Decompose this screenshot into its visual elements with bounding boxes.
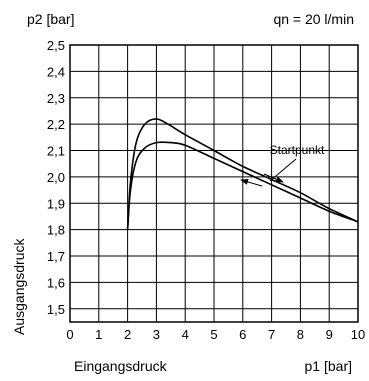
y-tick-label: 1,7	[47, 249, 65, 264]
x-tick-label: 5	[210, 327, 217, 342]
y-tick-label: 2,5	[47, 38, 65, 53]
y-tick-label: 1,6	[47, 275, 65, 290]
startpunkt-label: Startpunkt	[270, 143, 325, 157]
y-tick-label: 1,9	[47, 196, 65, 211]
series-line-2	[126, 141, 359, 230]
y-tick-label: 2,0	[47, 170, 65, 185]
corner-label-right: qn = 20 l/min	[273, 11, 354, 27]
y-tick-label: 1,5	[47, 302, 65, 317]
y-tick-labels: 1,5 1,6 1,7 1,8 1,9 2,0 2,1 2,2 2,3 2,4 2,5	[47, 38, 65, 317]
x-tick-label: 8	[297, 327, 304, 342]
x-axis-label: Eingangsdruck	[74, 358, 168, 374]
y-tick-label: 2,1	[47, 144, 65, 159]
y-axis-label: Ausgangsdruck	[11, 237, 27, 335]
x-tick-label: 6	[239, 327, 246, 342]
series-line-1	[126, 118, 359, 230]
y-tick-label: 2,4	[47, 64, 65, 79]
x-tick-label: 7	[268, 327, 275, 342]
y-tick-label: 2,2	[47, 117, 65, 132]
y-tick-label: 1,8	[47, 223, 65, 238]
grid	[70, 44, 358, 322]
startpunkt-leader-line	[269, 158, 297, 182]
x-tick-label: 2	[124, 327, 131, 342]
corner-label-left: p2 [bar]	[27, 11, 74, 27]
x-tick-label: 10	[351, 327, 365, 342]
arrow-up-left	[240, 179, 263, 187]
plot-frame	[69, 44, 359, 323]
x-tick-labels: 0 1 2 3 4 5 6 7 8 9 10	[66, 327, 365, 342]
series-lines	[126, 118, 359, 230]
x-tick-label: 9	[326, 327, 333, 342]
x-axis-label-right: p1 [bar]	[305, 358, 352, 374]
y-tick-label: 2,3	[47, 91, 65, 106]
x-tick-label: 0	[66, 327, 73, 342]
x-tick-label: 3	[153, 327, 160, 342]
x-tick-label: 4	[182, 327, 189, 342]
arrow-down-right	[263, 173, 284, 183]
x-tick-label: 1	[95, 327, 102, 342]
